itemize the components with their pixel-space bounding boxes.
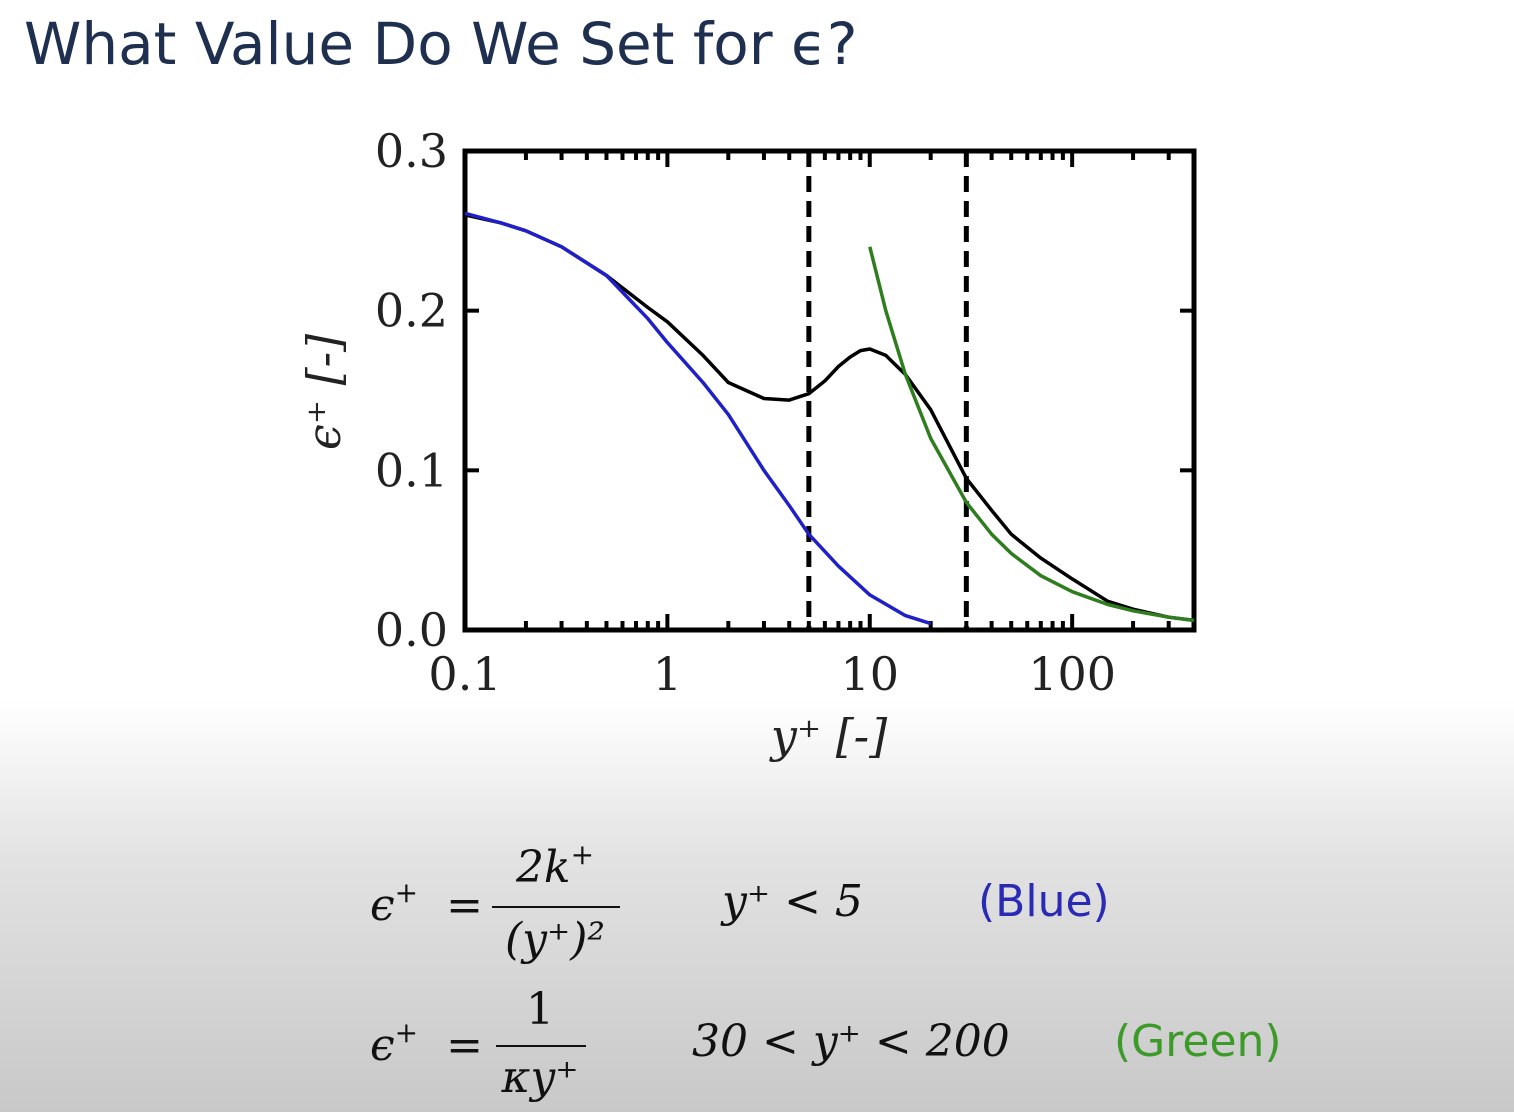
eq1-lhs: ϵ+ = — [370, 876, 483, 931]
eq1-tag: (Blue) — [978, 876, 1110, 927]
x-tick-label: 0.1 — [428, 647, 501, 701]
eq2-denominator: κy⁺ — [501, 1052, 579, 1103]
x-axis-label: y⁺ [-] — [769, 709, 887, 763]
eq2-fraction-bar — [496, 1045, 586, 1047]
x-tick-label: 10 — [840, 647, 899, 701]
eq2-condition: 30 < y⁺ < 200 — [692, 1016, 1010, 1067]
x-tick-label: 1 — [653, 647, 682, 701]
eq1-condition: y⁺ < 5 — [722, 876, 863, 927]
y-tick-label: 0.3 — [375, 124, 448, 178]
eq1-denominator: (y⁺)² — [504, 914, 606, 965]
x-tick-label: 100 — [1028, 647, 1116, 701]
eq1-numerator: 2k+ — [515, 838, 595, 893]
chart-axes — [462, 148, 1197, 633]
eq2-lhs: ϵ+ = — [370, 1016, 483, 1071]
chart-series — [464, 211, 1195, 626]
eq2-tag: (Green) — [1114, 1016, 1282, 1067]
eq1-fraction-bar — [492, 906, 620, 908]
chart-reference-lines — [806, 151, 969, 630]
y-axis-label: ϵ⁺ [-] — [297, 334, 351, 450]
series-line-3 — [868, 246, 1195, 623]
plot-frame — [462, 148, 1197, 633]
series-line-1 — [464, 213, 1195, 623]
y-tick-label: 0.1 — [375, 443, 448, 497]
series-line-2 — [464, 211, 932, 626]
slide-title: What Value Do We Set for ϵ? — [24, 10, 858, 78]
y-tick-label: 0.0 — [375, 603, 448, 657]
y-tick-label: 0.2 — [375, 284, 448, 338]
eq2-numerator: 1 — [526, 984, 554, 1035]
